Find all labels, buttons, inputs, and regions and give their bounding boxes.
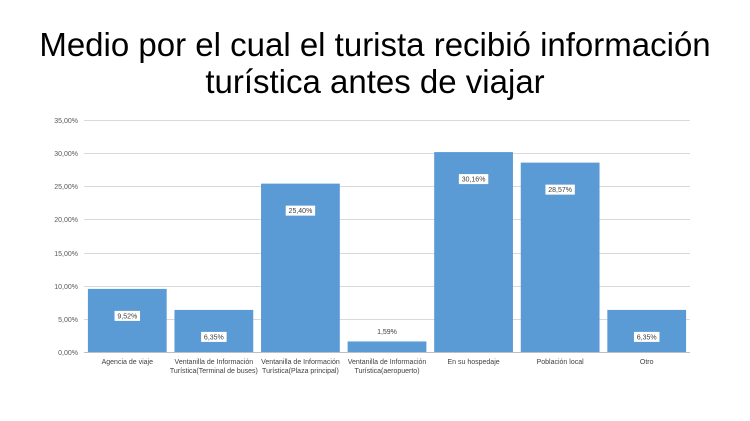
data-label: 6,35% [633, 331, 660, 342]
data-label: 25,40% [285, 205, 316, 216]
x-category-label: Otro [640, 359, 654, 366]
data-label-box [114, 310, 141, 321]
y-tick-label: 0,00% [58, 350, 78, 357]
data-label-box [545, 184, 575, 195]
data-label-text: 9,52% [117, 313, 137, 320]
x-category-label: Ventanilla de Información Turística(aerop… [348, 359, 427, 375]
x-category-label: En su hospedaje [447, 359, 499, 366]
x-category-label-line: Otro [640, 359, 654, 366]
y-tick-label: 35,00% [54, 118, 78, 125]
chart-title-line-2: turística antes de viajar [205, 63, 545, 100]
data-label: 9,52% [114, 310, 141, 321]
data-label-text: 1,59% [377, 329, 397, 336]
x-axis-category-labels: Agencia de viaje Ventanilla de Informació… [102, 359, 654, 375]
data-label-text: 28,57% [548, 187, 572, 194]
y-tick-label: 5,00% [58, 317, 78, 324]
x-category-label: Población local [537, 359, 585, 366]
y-tick-label: 15,00% [54, 251, 78, 258]
x-category-label-line: En su hospedaje [447, 359, 499, 366]
data-label: 28,57% [545, 184, 575, 195]
data-label-text: 6,35% [637, 334, 657, 341]
bar [434, 152, 513, 352]
data-label-box [633, 331, 660, 342]
y-tick-label: 30,00% [54, 151, 78, 158]
data-label: 6,35% [201, 331, 227, 342]
data-label-text: 30,16% [462, 177, 486, 184]
y-tick-label: 10,00% [54, 284, 78, 291]
x-category-label-line: Ventanilla de Información [261, 359, 340, 366]
data-labels: 9,52% 6,35% 25,40% 1,59% 30,16% 28,57% 6,35% [114, 174, 660, 342]
bar [174, 309, 254, 352]
x-category-label: Ventanilla de Información Turística(Plaza… [261, 359, 340, 375]
bar [347, 341, 427, 352]
bars [87, 152, 687, 352]
data-label: 1,59% [377, 329, 397, 336]
x-category-label-line: Turística(aeropuerto) [354, 368, 419, 375]
x-category-label-line: Ventanilla de Información [348, 359, 427, 366]
x-category-label-line: Turística(Terminal de buses) [170, 368, 258, 375]
bar [607, 309, 687, 352]
y-tick-label: 20,00% [54, 217, 78, 224]
x-category-label-line: Ventanilla de Información [175, 359, 254, 366]
data-label-box [285, 205, 316, 216]
data-label-box [458, 174, 489, 185]
x-category-label-line: Turística(Plaza principal) [262, 368, 339, 375]
x-category-label: Ventanilla de Información Turística(Termi… [170, 359, 258, 375]
data-label-text: 25,40% [289, 208, 313, 215]
data-label-box [201, 331, 227, 342]
x-category-label-line: Agencia de viaje [102, 359, 153, 366]
data-label: 30,16% [458, 174, 489, 185]
x-category-label-line: Población local [537, 359, 585, 366]
x-category-label: Agencia de viaje [102, 359, 153, 366]
data-label-text: 6,35% [204, 334, 224, 341]
y-axis-tick-labels: 0,00% 5,00% 10,00% 15,00% 20,00% 25,00% 30,00%… [54, 118, 78, 357]
chart-title-line-1: Medio por el cual el turista recibió inf… [39, 26, 711, 63]
chart-title: Medio por el cual el turista recibió inf… [0, 26, 750, 100]
y-tick-label: 25,00% [54, 184, 78, 191]
